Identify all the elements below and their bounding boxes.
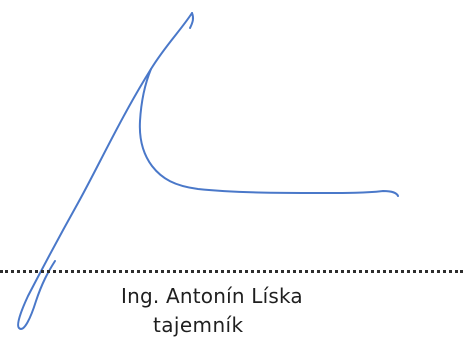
signature-dotted-line — [0, 270, 463, 273]
signatory-title: tajemník — [153, 313, 244, 337]
signatory-name: Ing. Antonín Líska — [121, 284, 303, 308]
